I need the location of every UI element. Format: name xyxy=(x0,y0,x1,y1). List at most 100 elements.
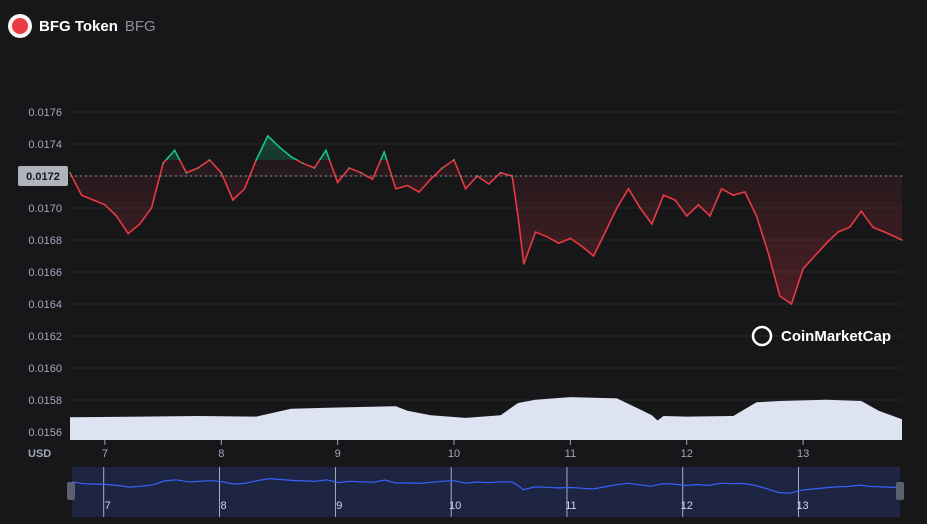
price-point xyxy=(627,188,630,190)
y-tick-label: 0.0168 xyxy=(28,235,62,247)
price-point xyxy=(139,223,141,225)
price-point xyxy=(441,167,444,169)
price-point xyxy=(313,167,316,169)
watermark-text: CoinMarketCap xyxy=(781,328,891,345)
price-point xyxy=(790,303,793,305)
navigator-tick-label: 10 xyxy=(449,500,461,512)
price-point xyxy=(348,167,351,169)
price-point xyxy=(488,183,490,185)
y-tick-label: 0.0158 xyxy=(28,395,62,407)
price-point xyxy=(429,178,432,180)
price-point xyxy=(383,151,385,153)
volume-area xyxy=(70,397,902,440)
price-point xyxy=(767,252,769,254)
bfg-logo-icon xyxy=(8,14,32,38)
price-point xyxy=(453,159,455,161)
price-point xyxy=(848,226,851,228)
price-point xyxy=(557,242,560,244)
navigator-tick-label: 11 xyxy=(565,500,576,512)
price-point xyxy=(127,232,129,235)
navigator-left-handle[interactable] xyxy=(67,482,75,500)
navigator-tick-label: 13 xyxy=(796,500,808,512)
current-price-label: 0.0172 xyxy=(26,171,60,183)
price-point xyxy=(744,191,746,193)
price-point xyxy=(360,172,362,174)
price-point xyxy=(546,236,548,238)
price-point xyxy=(232,199,234,201)
price-point xyxy=(685,215,688,217)
navigator-tick-label: 12 xyxy=(681,500,693,512)
y-tick-label: 0.0174 xyxy=(28,139,62,151)
price-point xyxy=(243,188,246,190)
price-point xyxy=(371,178,374,180)
price-point xyxy=(267,135,269,137)
price-point xyxy=(813,255,816,257)
x-tick-label: 12 xyxy=(681,448,693,460)
y-tick-label: 0.0164 xyxy=(28,299,62,311)
price-point xyxy=(802,268,804,270)
y-axis: 0.0176 0.0174 0.0170 0.0168 0.0166 0.0164 0.01… xyxy=(28,107,62,439)
price-point xyxy=(592,255,595,257)
price-point xyxy=(534,231,537,233)
navigator-tick-label: 8 xyxy=(220,500,226,512)
navigator-tick-label: 7 xyxy=(105,500,111,512)
current-price-badge: 0.0172 xyxy=(18,166,68,186)
navigator-background xyxy=(72,467,900,517)
x-tick-label: 10 xyxy=(448,448,460,460)
y-tick-label: 0.0170 xyxy=(28,203,62,215)
coinmarketcap-logo-icon xyxy=(751,325,773,347)
price-point xyxy=(69,172,71,174)
price-point xyxy=(523,263,525,265)
y-tick-label: 0.0160 xyxy=(28,363,62,375)
y-tick-label: 0.0162 xyxy=(28,331,62,343)
x-tick-label: 9 xyxy=(335,448,341,460)
navigator-right-handle[interactable] xyxy=(896,482,904,500)
time-navigator[interactable]: 7 8 9 10 11 12 13 xyxy=(67,467,904,517)
price-point xyxy=(464,188,467,190)
price-point xyxy=(197,167,199,169)
navigator-tick-label: 9 xyxy=(336,500,342,512)
price-point xyxy=(104,204,106,206)
token-symbol: BFG xyxy=(124,17,156,35)
navigator-ticks: 7 8 9 10 11 12 13 xyxy=(105,500,809,512)
x-tick-label: 8 xyxy=(218,448,224,460)
x-tick-label: 11 xyxy=(565,448,576,460)
price-point xyxy=(709,215,711,217)
price-point xyxy=(92,199,95,201)
price-point xyxy=(395,188,397,190)
price-point xyxy=(115,215,118,217)
price-point xyxy=(697,204,700,206)
price-point xyxy=(779,295,781,297)
price-point xyxy=(325,149,327,152)
navigator-series xyxy=(71,477,901,494)
price-point xyxy=(755,215,758,217)
price-point xyxy=(860,210,863,212)
navigator-day-dividers xyxy=(103,467,799,517)
x-tick-label: 7 xyxy=(102,448,108,460)
price-point xyxy=(569,237,572,240)
price-point xyxy=(674,199,676,201)
token-name: BFG Token xyxy=(39,17,118,35)
price-point xyxy=(883,231,886,233)
price-point xyxy=(336,181,339,184)
price-point xyxy=(837,231,839,233)
price-point xyxy=(872,226,874,228)
y-tick-label: 0.0156 xyxy=(28,427,62,439)
price-point xyxy=(255,159,257,161)
price-point xyxy=(732,194,735,196)
price-point xyxy=(581,245,583,248)
price-point xyxy=(517,215,519,217)
price-point xyxy=(639,207,641,209)
currency-label: USD xyxy=(28,448,51,460)
price-point xyxy=(901,239,903,241)
price-point xyxy=(173,149,176,152)
price-point xyxy=(499,172,502,174)
price-point xyxy=(604,231,607,233)
price-point xyxy=(301,162,304,164)
price-point xyxy=(662,194,665,196)
price-point xyxy=(720,188,723,190)
price-point xyxy=(651,223,653,225)
x-axis: 7 8 9 10 11 12 13 xyxy=(102,440,809,460)
price-point xyxy=(418,191,420,193)
